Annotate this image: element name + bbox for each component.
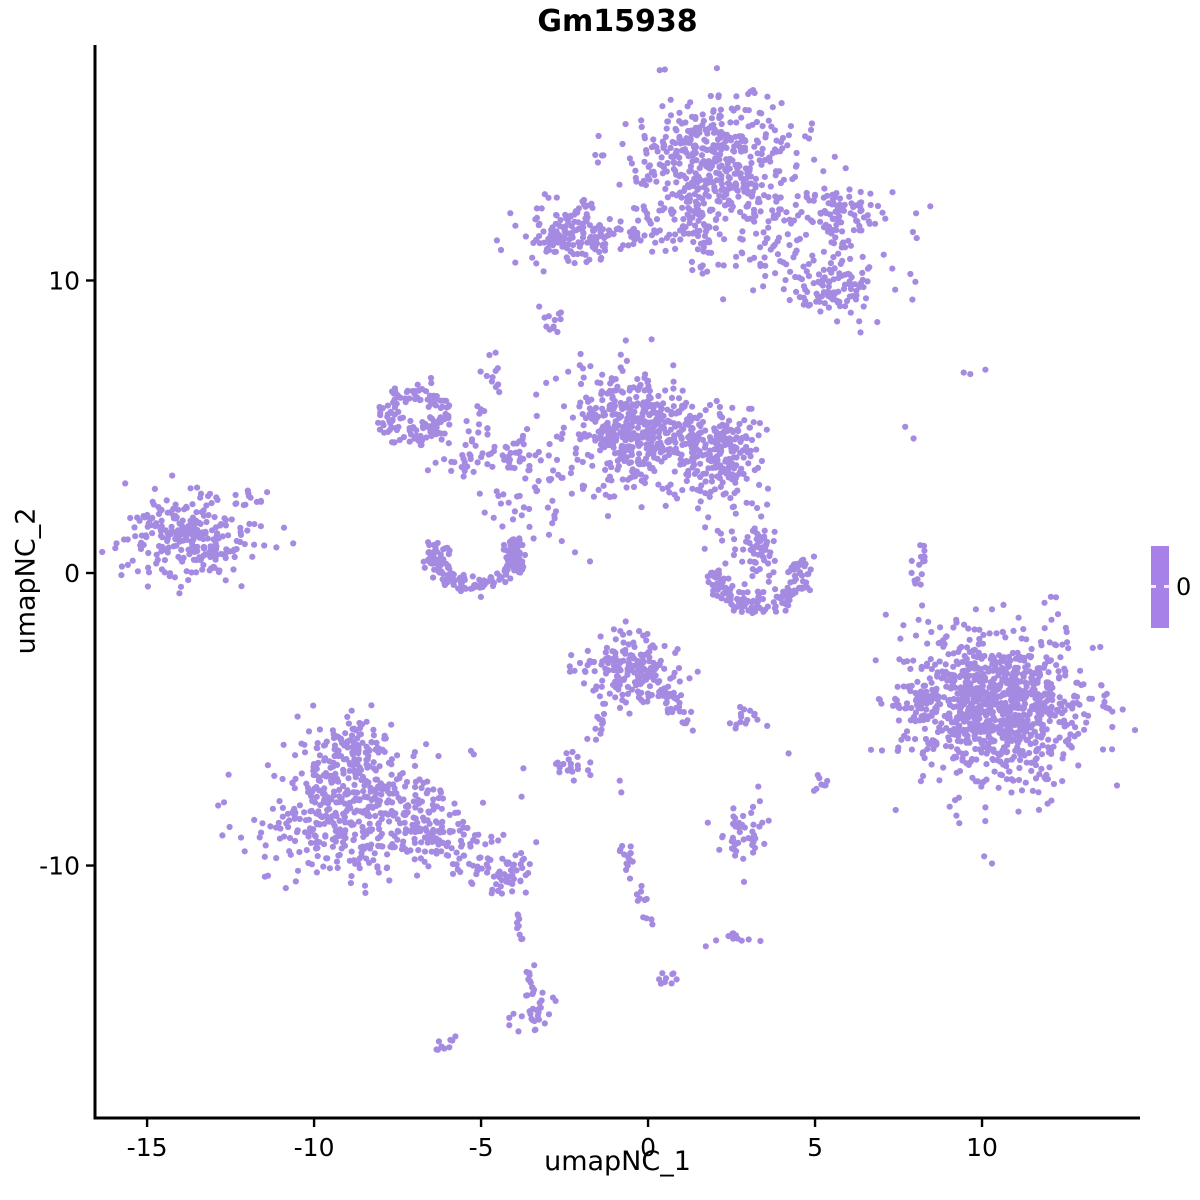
svg-text:-10: -10 [39,852,80,881]
svg-text:0: 0 [64,559,80,588]
svg-text:5: 5 [807,1133,823,1162]
legend-value-label: 0 [1176,573,1192,601]
svg-text:10: 10 [48,266,80,295]
y-axis-label: umapNC_2 [10,507,42,655]
axes [93,45,1140,1120]
plot-title: Gm15938 [537,4,698,39]
svg-text:-5: -5 [469,1133,494,1162]
umap-points [99,65,1139,1053]
axis-ticks [86,279,984,1127]
svg-text:-10: -10 [294,1133,335,1162]
x-axis-label: umapNC_1 [544,1146,691,1177]
axis-tick-labels: -15 -10 -5 0 5 10 -10 0 10 [39,266,998,1162]
legend-tick-right [1164,585,1169,588]
svg-text:10: 10 [966,1133,998,1162]
svg-text:0: 0 [640,1133,656,1162]
legend: 0 [1151,546,1200,628]
svg-text:-15: -15 [127,1133,168,1162]
legend-colorbar [1151,546,1169,628]
legend-tick-left [1151,585,1156,588]
